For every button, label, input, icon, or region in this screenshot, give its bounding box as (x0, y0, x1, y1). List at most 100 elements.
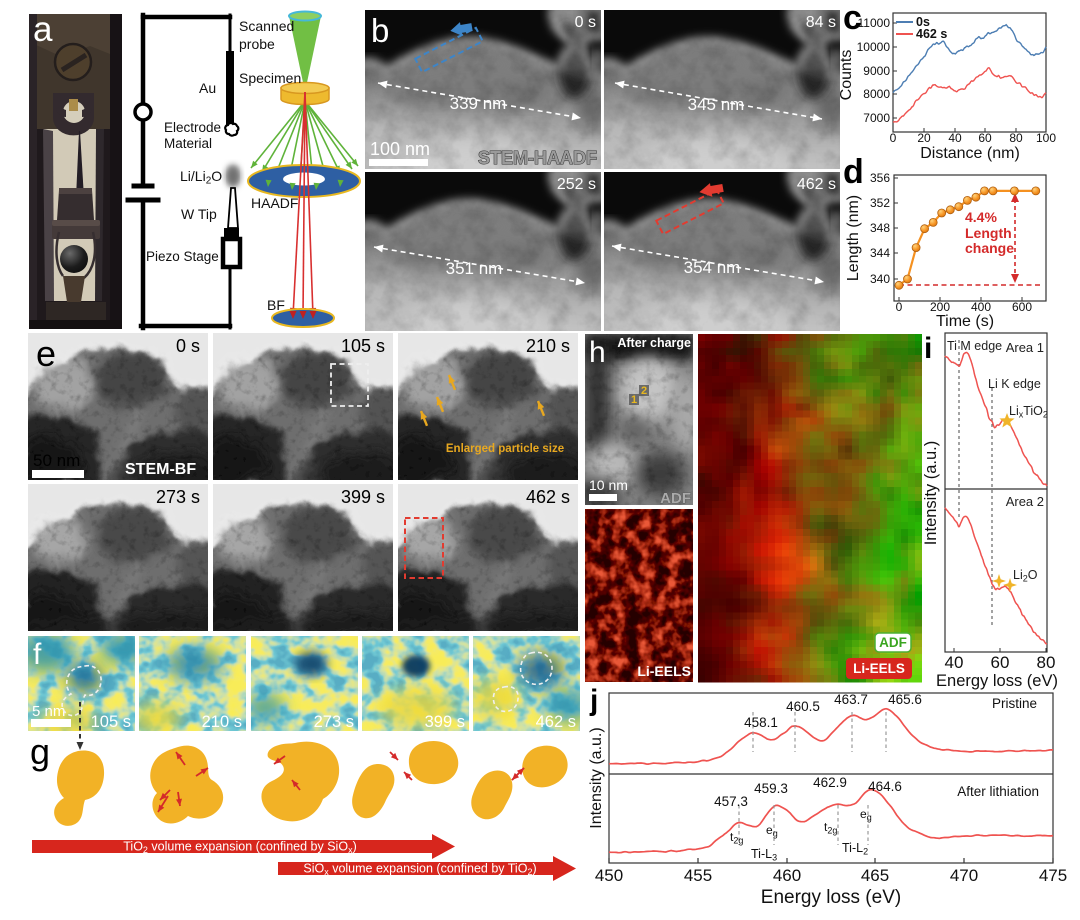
svg-text:eg: eg (766, 823, 778, 839)
svg-text:Material: Material (164, 136, 212, 151)
svg-text:BF: BF (267, 297, 285, 313)
svg-text:Energy loss (eV): Energy loss (eV) (761, 887, 901, 908)
svg-text:Length (nm): Length (nm) (845, 195, 862, 281)
svg-text:Distance (nm): Distance (nm) (920, 145, 1020, 162)
svg-text:100 nm: 100 nm (370, 139, 430, 159)
svg-text:probe: probe (239, 36, 275, 52)
svg-text:Electrode: Electrode (164, 120, 221, 135)
svg-text:Li/Li2O: Li/Li2O (180, 168, 222, 187)
svg-text:460: 460 (773, 866, 801, 885)
svg-text:LixTiO2: LixTiO2 (1009, 404, 1048, 420)
svg-text:Energy loss (eV): Energy loss (eV) (936, 672, 1058, 690)
svg-text:Intensity (a.u.): Intensity (a.u.) (588, 727, 605, 828)
svg-text:STEM-HAADF: STEM-HAADF (478, 148, 597, 168)
svg-text:458.1: 458.1 (744, 715, 778, 730)
svg-text:g: g (30, 731, 50, 772)
svg-text:Li-EELS: Li-EELS (853, 661, 905, 676)
svg-text:465.6: 465.6 (888, 692, 922, 707)
svg-text:354 nm: 354 nm (684, 258, 741, 277)
svg-text:a: a (33, 10, 53, 49)
svg-text:462.9: 462.9 (813, 775, 847, 790)
svg-text:352: 352 (870, 196, 890, 210)
svg-text:345 nm: 345 nm (688, 95, 745, 114)
svg-text:ADF: ADF (660, 490, 691, 507)
svg-text:W Tip: W Tip (181, 206, 217, 222)
svg-text:273 s: 273 s (314, 713, 354, 731)
svg-text:After lithiation: After lithiation (957, 784, 1039, 799)
svg-text:f: f (33, 638, 42, 671)
svg-text:400: 400 (971, 300, 991, 314)
svg-text:Ti-L3: Ti-L3 (751, 847, 777, 863)
svg-text:10 nm: 10 nm (589, 477, 628, 493)
svg-text:80: 80 (1037, 653, 1056, 672)
svg-text:252 s: 252 s (557, 176, 596, 193)
svg-text:105 s: 105 s (91, 713, 131, 731)
svg-text:462 s: 462 s (526, 487, 570, 507)
svg-text:HAADF: HAADF (251, 195, 298, 211)
svg-text:e: e (36, 333, 56, 374)
svg-text:9000: 9000 (863, 64, 890, 78)
svg-text:100: 100 (1036, 131, 1056, 145)
svg-text:Intensity (a.u.): Intensity (a.u.) (922, 441, 940, 546)
svg-text:450: 450 (595, 866, 623, 885)
svg-text:462 s: 462 s (536, 713, 576, 731)
svg-text:460.5: 460.5 (786, 699, 820, 714)
svg-text:0: 0 (896, 300, 903, 314)
svg-text:200: 200 (930, 300, 950, 314)
svg-text:change: change (965, 240, 1014, 256)
svg-text:399 s: 399 s (341, 487, 385, 507)
svg-text:11000: 11000 (858, 16, 891, 30)
svg-text:7000: 7000 (863, 111, 890, 125)
svg-text:457.3: 457.3 (714, 794, 748, 809)
svg-text:273 s: 273 s (156, 487, 200, 507)
svg-text:210 s: 210 s (526, 336, 570, 356)
svg-text:463.7: 463.7 (834, 692, 868, 707)
svg-text:Li2O: Li2O (1013, 568, 1038, 584)
svg-text:5 nm: 5 nm (32, 703, 65, 720)
svg-text:After charge: After charge (617, 336, 691, 350)
svg-text:60: 60 (991, 653, 1010, 672)
svg-text:0 s: 0 s (575, 14, 596, 31)
svg-text:80: 80 (1009, 131, 1023, 145)
svg-text:j: j (589, 684, 598, 717)
svg-text:356: 356 (870, 171, 890, 185)
svg-text:399 s: 399 s (425, 713, 465, 731)
svg-text:i: i (924, 332, 932, 365)
svg-text:210 s: 210 s (202, 713, 242, 731)
svg-text:465: 465 (861, 866, 889, 885)
svg-text:Specimen: Specimen (239, 70, 301, 86)
svg-text:84 s: 84 s (806, 14, 836, 31)
svg-text:SiOx volume expansion (confine: SiOx volume expansion (confined by TiO2) (303, 862, 536, 878)
svg-text:40: 40 (945, 653, 964, 672)
svg-text:455: 455 (684, 866, 712, 885)
svg-text:0: 0 (890, 131, 897, 145)
svg-text:105 s: 105 s (341, 336, 385, 356)
svg-text:50 nm: 50 nm (33, 451, 80, 470)
svg-text:Enlarged particle size: Enlarged particle size (446, 443, 564, 455)
svg-text:40: 40 (948, 131, 962, 145)
svg-text:ADF: ADF (879, 635, 907, 650)
svg-text:Ti M edge: Ti M edge (947, 339, 1002, 353)
svg-text:2: 2 (641, 385, 647, 397)
svg-text:475: 475 (1039, 866, 1067, 885)
svg-text:60: 60 (978, 131, 992, 145)
svg-text:344: 344 (870, 246, 890, 260)
svg-text:c: c (843, 0, 862, 37)
svg-text:Scanned: Scanned (239, 18, 294, 34)
svg-text:20: 20 (917, 131, 931, 145)
svg-text:Au: Au (199, 80, 216, 96)
svg-text:Length: Length (965, 225, 1012, 241)
svg-text:0 s: 0 s (176, 336, 200, 356)
svg-text:0s: 0s (916, 15, 930, 29)
svg-text:348: 348 (870, 221, 890, 235)
svg-text:10000: 10000 (857, 40, 891, 54)
svg-text:462 s: 462 s (797, 176, 836, 193)
svg-text:600: 600 (1012, 300, 1032, 314)
svg-text:eg: eg (860, 807, 872, 823)
svg-text:8000: 8000 (863, 87, 890, 101)
svg-text:Ti-L2: Ti-L2 (842, 841, 868, 857)
svg-text:Counts: Counts (838, 50, 855, 101)
svg-text:Time (s): Time (s) (936, 313, 994, 330)
svg-text:470: 470 (950, 866, 978, 885)
svg-text:Area 2: Area 2 (1006, 494, 1044, 509)
